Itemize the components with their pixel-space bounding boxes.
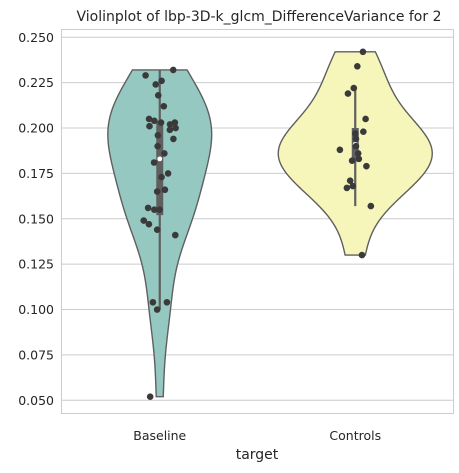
data-point (145, 115, 153, 123)
data-point (352, 135, 360, 143)
data-point (166, 121, 174, 128)
violins (107, 51, 433, 398)
y-tick-label: 0.075 (18, 347, 54, 362)
data-point (367, 202, 375, 210)
strip-points (140, 48, 375, 400)
quartile-box (156, 120, 164, 216)
y-tick-label: 0.100 (18, 302, 54, 317)
data-point (153, 226, 161, 233)
data-point (158, 173, 165, 181)
data-point (152, 81, 160, 88)
data-point (358, 251, 366, 259)
data-point (146, 393, 154, 400)
data-point (164, 170, 172, 177)
x-tick-label: Baseline (133, 428, 186, 443)
data-point (171, 231, 179, 239)
y-axis-ticks: 0.050 0.075 0.100 0.125 0.150 0.175 0.200 0.225… (18, 30, 54, 408)
data-point (350, 84, 358, 92)
data-point (153, 188, 161, 195)
data-point (362, 115, 369, 123)
data-point (170, 135, 177, 143)
data-point (146, 122, 153, 130)
data-point (153, 306, 161, 313)
data-point (166, 126, 174, 134)
data-point (149, 298, 157, 306)
x-axis-ticks: Baseline Controls (133, 428, 381, 443)
y-tick-label: 0.200 (18, 121, 54, 136)
data-point (359, 48, 367, 56)
data-point (154, 92, 162, 99)
plot-frame (61, 29, 454, 414)
data-point (169, 66, 177, 74)
data-point (154, 131, 162, 139)
chart-title: Violinplot of lbp-3D-k_glcm_DifferenceVa… (77, 9, 442, 25)
data-point (158, 77, 165, 85)
data-point (172, 124, 179, 132)
data-point (360, 128, 367, 135)
y-tick-label: 0.050 (18, 393, 54, 408)
data-point (140, 217, 148, 224)
x-axis-label: target (236, 447, 279, 463)
data-point (163, 298, 171, 306)
data-point (142, 72, 149, 79)
data-point (363, 162, 370, 170)
data-point (151, 206, 158, 213)
data-point (150, 159, 158, 166)
data-point (346, 177, 354, 184)
data-point (343, 184, 351, 192)
data-point (145, 220, 153, 228)
data-point (157, 119, 165, 126)
data-point (352, 142, 360, 150)
data-point (160, 102, 168, 110)
data-point (150, 117, 158, 125)
data-point (355, 155, 363, 163)
data-point (354, 63, 361, 70)
data-point (156, 206, 163, 213)
data-point (336, 146, 344, 154)
y-tick-label: 0.150 (18, 211, 54, 226)
data-point (352, 130, 359, 137)
data-point (161, 150, 168, 157)
data-point (161, 186, 169, 194)
y-tick-label: 0.250 (18, 30, 54, 45)
data-point (154, 142, 161, 150)
x-tick-label: Controls (329, 428, 381, 443)
y-tick-label: 0.125 (18, 257, 54, 272)
y-tick-label: 0.175 (18, 166, 54, 181)
data-point (344, 90, 352, 97)
data-point (144, 204, 152, 212)
data-point (354, 150, 362, 157)
y-tick-label: 0.225 (18, 75, 54, 90)
data-point (348, 157, 356, 164)
median-marker (157, 156, 163, 162)
data-point (349, 182, 357, 190)
